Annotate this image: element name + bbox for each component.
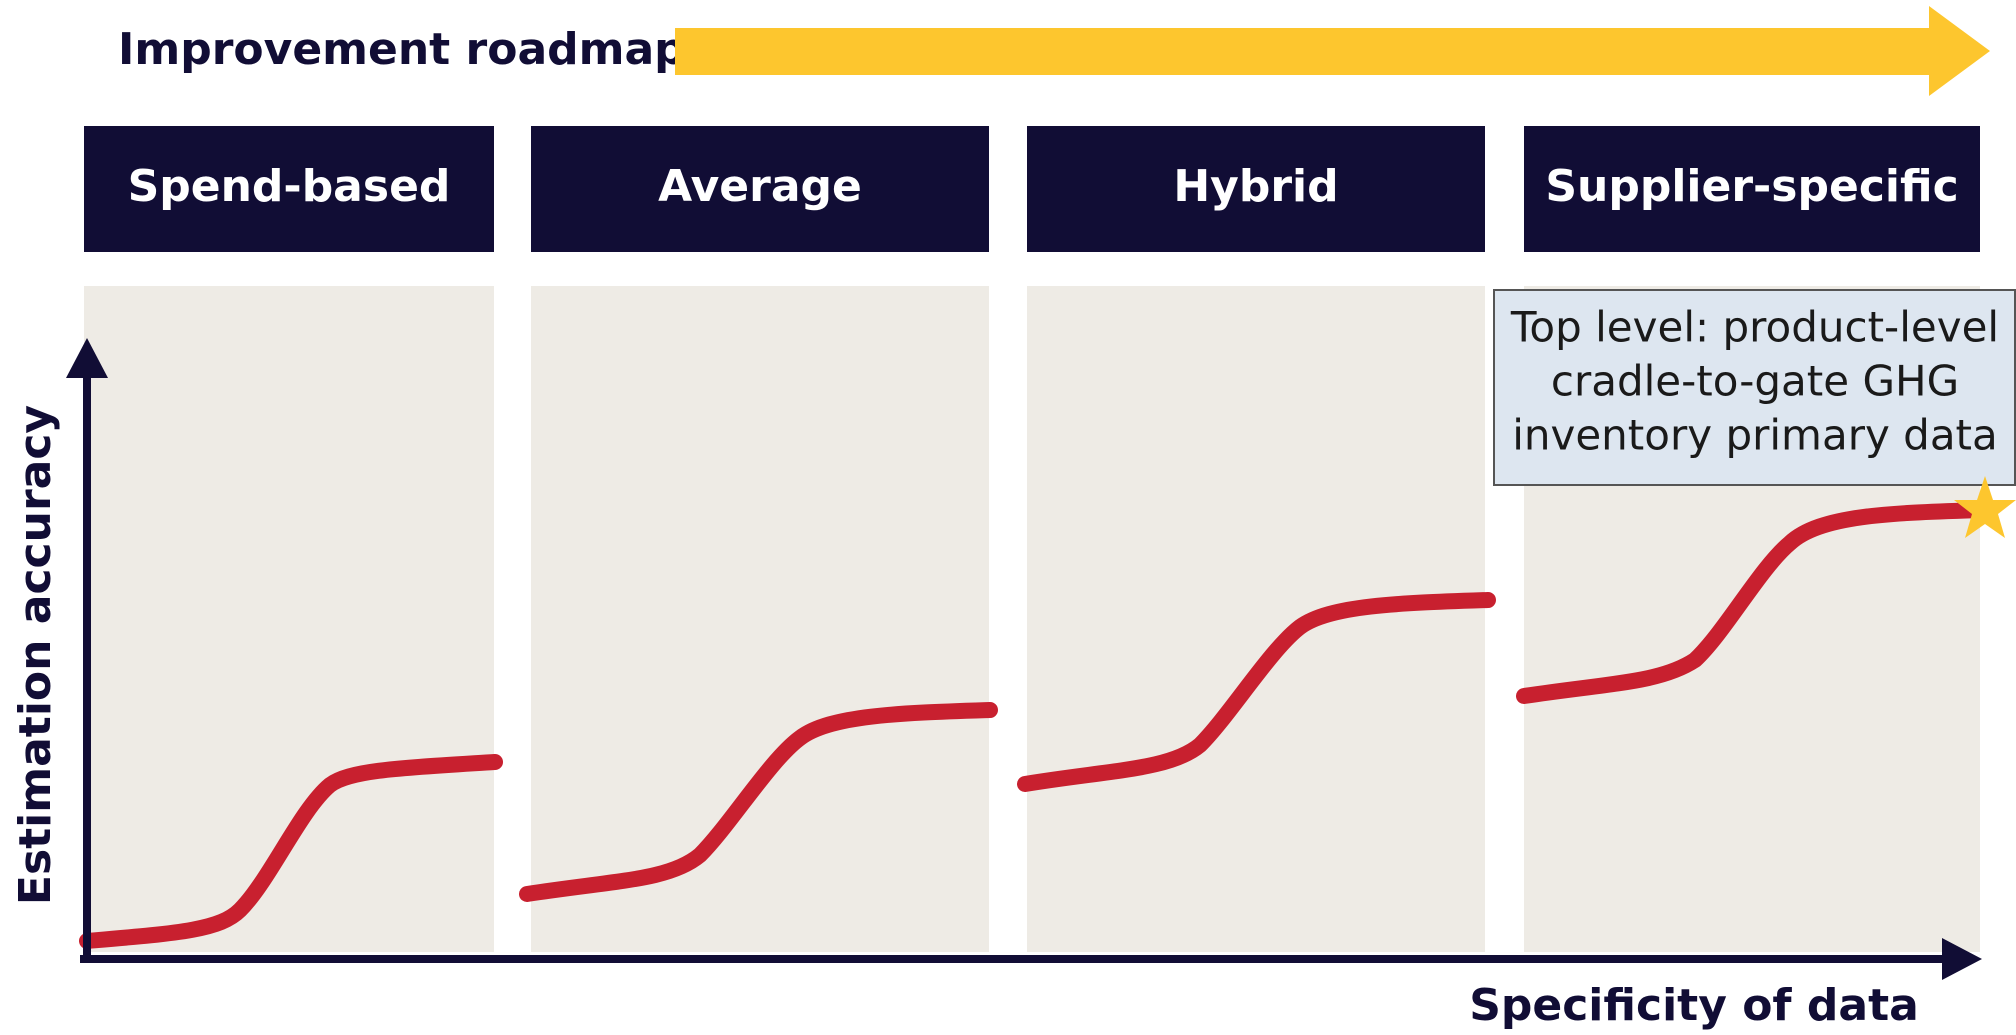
stage-label: Hybrid: [1173, 161, 1338, 212]
roadmap-label: Improvement roadmap: [118, 24, 686, 75]
axes: [66, 338, 1982, 980]
callout-line: inventory primary data: [1512, 411, 1998, 460]
stage-label: Spend-based: [128, 161, 451, 212]
stage-header: [1027, 126, 1485, 252]
roadmap-arrow: [675, 6, 1990, 96]
curve: [1516, 502, 1988, 704]
x-axis-arrow: [1942, 938, 1982, 980]
panel: [531, 286, 989, 952]
stage-header: [531, 126, 989, 252]
x-axis-label: Specificity of data: [1469, 980, 1919, 1031]
stage-headers: Spend-based Average Hybrid Supplier-spec…: [84, 126, 1980, 252]
star: [1954, 476, 2016, 538]
callout-line: Top level: product-level: [1510, 303, 1999, 352]
callout-box: [1493, 289, 2016, 486]
curve: [1017, 592, 1496, 792]
curve: [79, 754, 503, 949]
panel: [1027, 286, 1485, 952]
callout-line: cradle-to-gate GHG: [1551, 357, 1959, 406]
stage-header: [84, 126, 494, 252]
curve: [519, 702, 998, 902]
y-axis-arrow: [66, 338, 108, 378]
curves: [79, 502, 1988, 949]
y-axis-label: Estimation accuracy: [10, 405, 61, 905]
stage-label: Supplier-specific: [1545, 161, 1958, 212]
stage-header: [1524, 126, 1980, 252]
stage-label: Average: [658, 161, 862, 212]
